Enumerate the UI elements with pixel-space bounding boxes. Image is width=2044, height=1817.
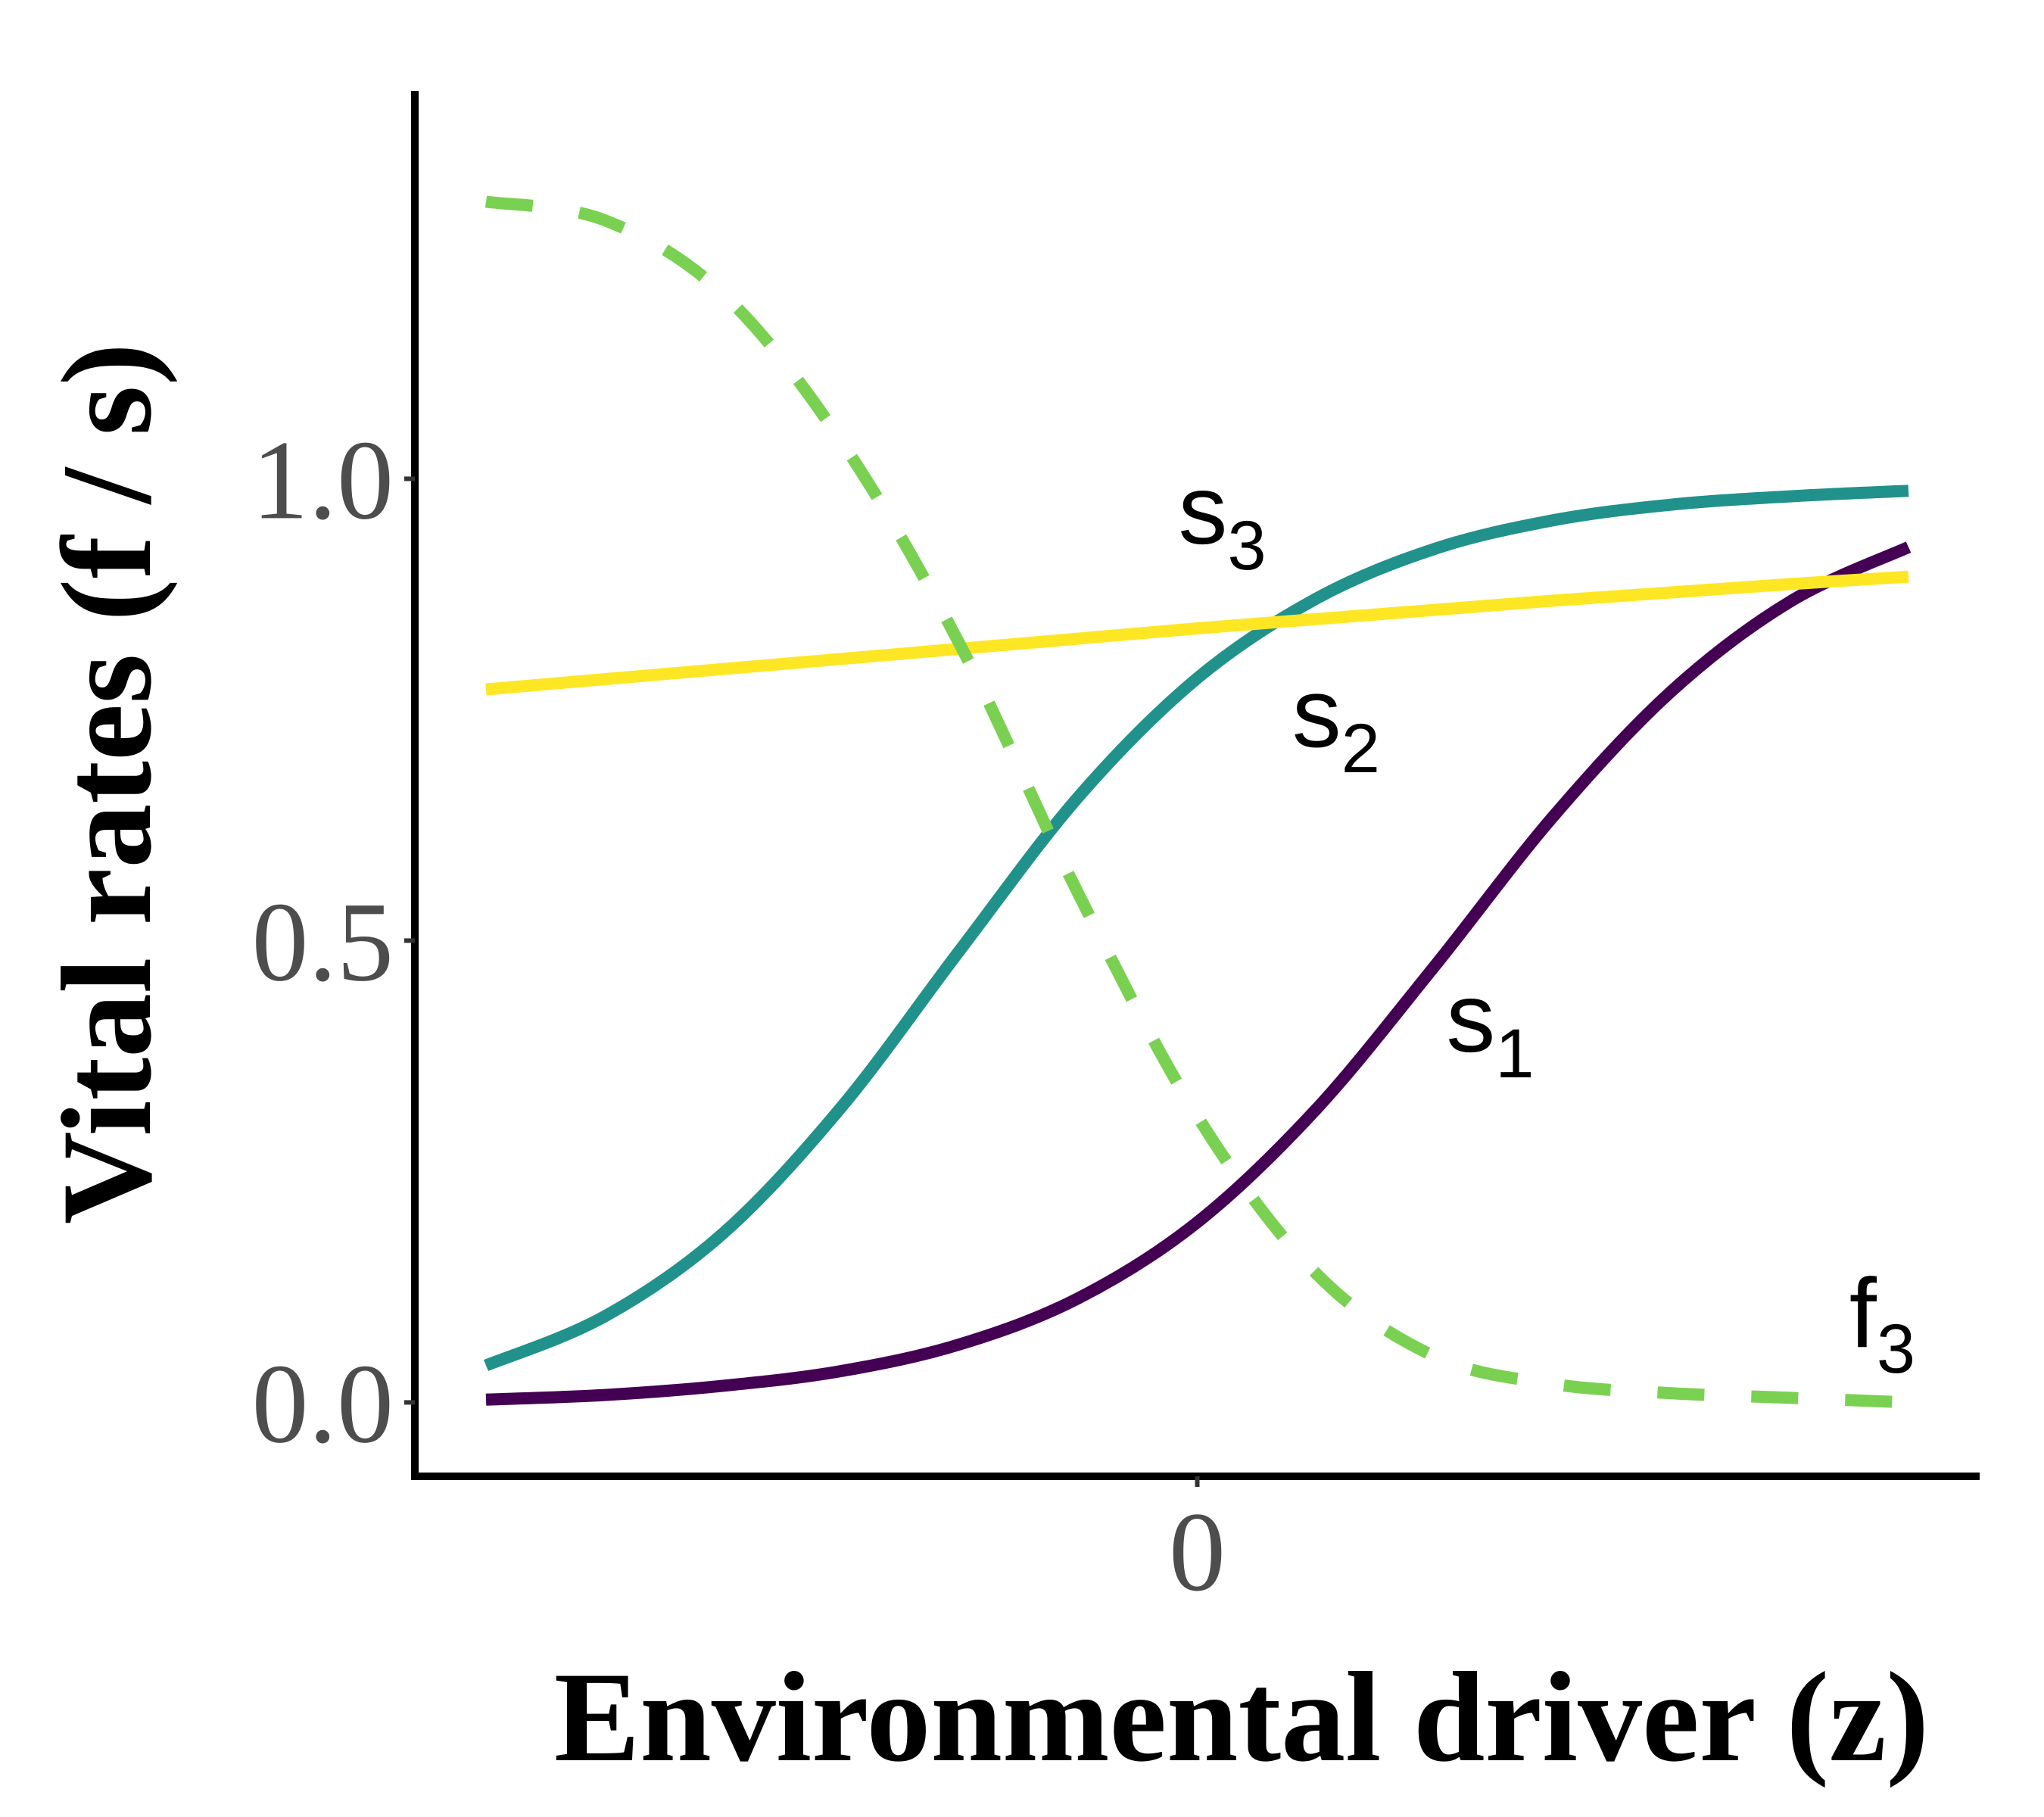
series-label-f3: f3 [1849,1258,1915,1388]
axes-layer [411,91,1980,1480]
series-line-s1 [485,541,1912,1406]
series-line-f3 [485,195,1909,1409]
y-tick-label: 0.0 [252,1341,394,1466]
y-tick-label: 0.5 [252,879,394,1005]
x-axis-title: Environmental driver (z) [554,1646,1929,1788]
series-label-subscript: 3 [1227,507,1266,584]
series-label-s3: s3 [1178,454,1266,584]
y-tick-label: 1.0 [252,417,394,543]
series-line-s3 [485,570,1909,696]
x-tick-label: 0 [1169,1489,1226,1615]
ticks-layer: 0.0 0.5 1.0 0 [252,417,1226,1615]
series-label-s2: s2 [1292,657,1380,787]
y-axis-title: Vital rates (f / s) [36,343,178,1224]
series-label-subscript: 2 [1341,710,1380,787]
series-line-s2 [483,485,1909,1372]
series-label-subscript: 3 [1877,1311,1915,1388]
series-label-subscript: 1 [1495,1015,1534,1092]
series-label-s1: s1 [1446,962,1534,1092]
series-layer [483,195,1912,1409]
